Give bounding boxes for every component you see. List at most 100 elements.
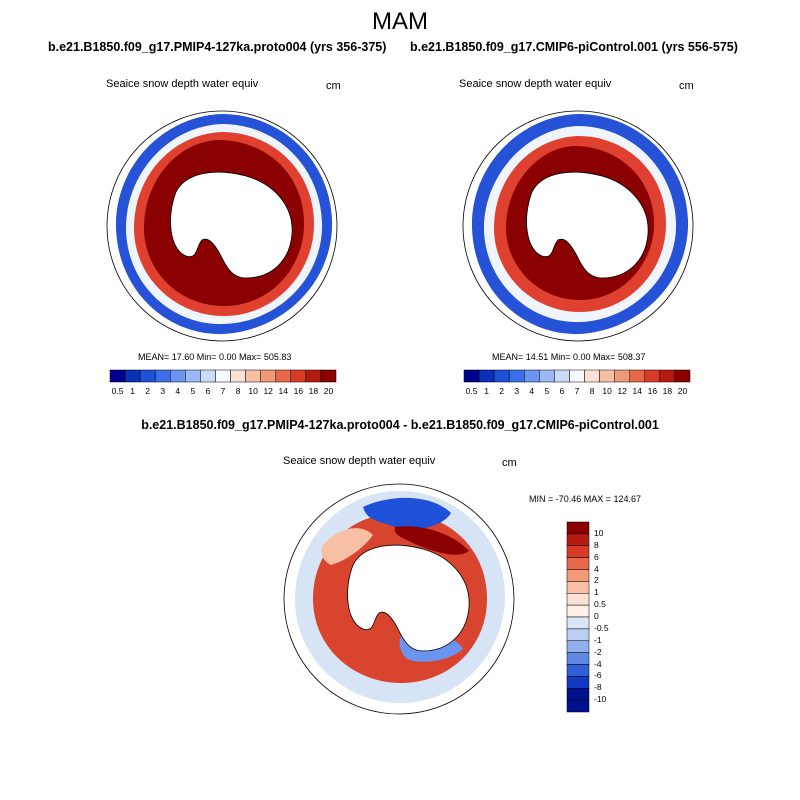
panel-1-colorbar-tick-label: 10 <box>248 386 258 396</box>
diff-colorbar-box <box>566 640 590 653</box>
panel-1-colorbar-box <box>230 369 246 383</box>
panel-1-colorbar-tick-label: 20 <box>323 386 334 396</box>
diff-colorbar-box <box>566 593 590 606</box>
panel-2-colorbar-box <box>599 369 615 383</box>
diff-colorbar-box <box>566 688 590 701</box>
diff-colorbar-box <box>566 557 590 570</box>
diff-pale-patch-west <box>321 528 373 565</box>
panel-2-units-label: cm <box>679 80 694 92</box>
panel-1-colorbar-tick-label: 12 <box>263 386 273 396</box>
panel-1-colorbar-tick-label: 14 <box>278 386 288 396</box>
panel-1-colorbar-box <box>290 369 307 383</box>
diff-colorbar-tick-label: -4 <box>594 658 602 669</box>
diff-colorbar-box <box>566 699 590 713</box>
panel-1-case-title: b.e21.B1850.f09_g17.PMIP4-127ka.proto004… <box>48 40 387 54</box>
diff-colorbar-tick-label: -10 <box>594 694 607 705</box>
diff-antarctica <box>347 544 470 652</box>
panel-1-colorbar-tick-label: 0.5 <box>111 386 124 396</box>
panel-2-colorbar-box <box>629 369 646 383</box>
diff-colorbar <box>566 521 590 713</box>
diff-colorbar-tick-label: -8 <box>594 682 602 693</box>
panel-2-colorbar-box <box>659 369 676 383</box>
diff-colorbar-tick-label: 4 <box>594 563 599 574</box>
panel-1-colorbar-tick-label: 1 <box>130 386 135 396</box>
panel-1-colorbar-tick-label: 8 <box>235 386 241 396</box>
panel-2-antarctica <box>526 171 649 279</box>
diff-colorbar-box <box>566 676 590 689</box>
panel-1-colorbar-tick-label: 4 <box>175 386 181 396</box>
panel-1-antarctica <box>170 171 293 279</box>
panel-1-colorbar-box <box>305 369 322 383</box>
panel-2-colorbar-tick-label: 4 <box>529 386 535 396</box>
panel-1-colorbar-box <box>109 369 126 383</box>
panel-1-colorbar-labels: 0.5 1 2 3 4 5 6 7 8 10 12 14 16 18 20 <box>110 386 336 398</box>
diff-colorbar-box <box>566 616 590 630</box>
panel-2-polar-map <box>462 110 694 342</box>
diff-colorbar-tick-label: -1 <box>594 634 602 645</box>
panel-1-colorbar-box <box>275 369 292 383</box>
panel-2-colorbar-tick-label: 10 <box>602 386 612 396</box>
panel-2-colorbar-tick-label: 12 <box>617 386 627 396</box>
diff-units-label: cm <box>502 457 517 469</box>
diff-colorbar-tick-label: -6 <box>594 670 602 681</box>
panel-2-variable-label: Seaice snow depth water equiv <box>459 78 612 90</box>
diff-colorbar-box <box>566 664 590 677</box>
diff-colorbar-box <box>566 581 590 594</box>
diff-colorbar-tick-label: -0.5 <box>594 622 609 633</box>
panel-1-colorbar-box <box>139 369 156 383</box>
diff-colorbar-labels: 10 8 6 4 2 1 0.5 0 -0.5 -1 -2 -4 -6 -8 -10 <box>594 522 634 712</box>
panel-1-colorbar-box <box>245 369 261 383</box>
panel-1-colorbar-box <box>154 369 171 383</box>
panel-2-colorbar-tick-label: 2 <box>499 386 505 396</box>
panel-1-colorbar <box>109 369 337 383</box>
season-title: MAM <box>372 8 428 35</box>
panel-2-colorbar-tick-label: 0.5 <box>465 386 478 396</box>
panel-2-colorbar-box <box>644 369 661 383</box>
panel-2-colorbar-tick-label: 14 <box>632 386 642 396</box>
diff-blue-anomaly-north <box>363 497 451 530</box>
diff-colorbar-box <box>566 604 590 618</box>
panel-2-colorbar-box <box>539 369 555 383</box>
diff-colorbar-box <box>566 533 590 546</box>
panel-2-colorbar <box>463 369 691 383</box>
panel-1-colorbar-box <box>185 369 201 383</box>
diff-title: b.e21.B1850.f09_g17.PMIP4-127ka.proto004… <box>141 418 659 432</box>
panel-1-variable-label: Seaice snow depth water equiv <box>106 78 259 90</box>
panel-1-units-label: cm <box>326 80 341 92</box>
diff-colorbar-box <box>566 628 590 641</box>
panel-2-colorbar-box <box>508 369 525 383</box>
panel-1-colorbar-tick-label: 18 <box>308 386 319 396</box>
panel-2-colorbar-box <box>463 369 480 383</box>
panel-1-colorbar-tick-label: 5 <box>190 386 196 396</box>
panel-1-colorbar-box <box>124 369 141 383</box>
diff-minmax: MIN = -70.46 MAX = 124.67 <box>529 494 642 504</box>
diff-colorbar-tick-label: 0 <box>594 611 599 621</box>
diff-colorbar-tick-label: 6 <box>594 551 599 562</box>
panel-2-colorbar-box <box>493 369 510 383</box>
diff-colorbar-box <box>566 652 590 665</box>
diff-variable-label: Seaice snow depth water equiv <box>283 455 436 467</box>
panel-2-colorbar-box <box>478 369 495 383</box>
panel-1-colorbar-box <box>320 369 337 383</box>
panel-2-colorbar-tick-label: 1 <box>484 386 489 396</box>
diff-colorbar-box <box>566 569 590 582</box>
panel-2-colorbar-box <box>524 369 540 383</box>
panel-2-case-title: b.e21.B1850.f09_g17.CMIP6-piControl.001 … <box>410 40 738 54</box>
diff-colorbar-box <box>566 545 590 558</box>
panel-2-colorbar-tick-label: 3 <box>514 386 520 396</box>
panel-1-colorbar-box <box>200 369 216 383</box>
panel-1-colorbar-tick-label: 3 <box>160 386 166 396</box>
panel-1-colorbar-box <box>260 369 276 383</box>
panel-1-polar-map <box>106 110 338 342</box>
panel-2-stats: MEAN= 14.51 Min= 0.00 Max= 508.37 <box>492 352 646 362</box>
panel-2-colorbar-tick-label: 5 <box>544 386 550 396</box>
diff-colorbar-tick-label: 2 <box>594 575 599 586</box>
panel-2-colorbar-box <box>674 369 691 383</box>
diff-colorbar-box <box>566 521 590 535</box>
panel-2-colorbar-tick-label: 7 <box>574 386 580 396</box>
panel-2-colorbar-box <box>584 369 600 383</box>
panel-2-colorbar-tick-label: 8 <box>589 386 595 396</box>
panel-1-colorbar-box <box>170 369 186 383</box>
panel-2-colorbar-box <box>569 369 585 383</box>
panel-1-colorbar-tick-label: 6 <box>205 386 211 396</box>
